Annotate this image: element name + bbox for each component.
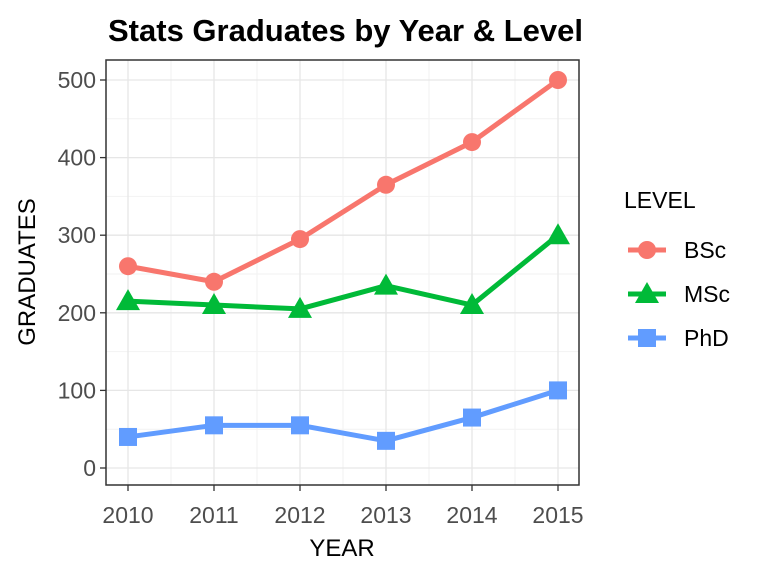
data-point-bsc (463, 133, 481, 152)
plot-border (105, 59, 580, 486)
legend-label-phd: PhD (684, 325, 729, 351)
data-point-bsc (291, 230, 309, 249)
legend-title: LEVEL (624, 187, 696, 213)
y-tick-label: 400 (58, 145, 96, 171)
series-line-bsc (125, 77, 561, 285)
data-point-bsc (205, 272, 223, 291)
y-axis-title: GRADUATES (14, 198, 41, 346)
x-tick-label: 2014 (446, 502, 497, 528)
data-point-msc (202, 293, 226, 315)
data-point-msc (374, 273, 398, 295)
x-axis: 2010 2011 2012 2013 2014 2015 (102, 485, 584, 528)
chart-title: Stats Graduates by Year & Level (108, 13, 583, 48)
data-point-phd (549, 381, 567, 400)
x-tick-label: 2010 (102, 502, 153, 528)
x-tick-label: 2011 (189, 502, 238, 528)
series-line-msc (125, 232, 561, 312)
series-group (116, 71, 570, 450)
y-tick-label: 0 (83, 455, 96, 481)
data-point-msc (116, 289, 140, 311)
legend: LEVEL BSc MSc PhD (624, 187, 730, 351)
data-point-bsc (119, 257, 137, 276)
data-point-phd (463, 408, 481, 427)
data-point-phd (205, 416, 223, 435)
series-bsc (119, 71, 567, 291)
data-point-msc (460, 293, 484, 315)
x-tick-label: 2013 (360, 502, 411, 528)
y-tick-label: 500 (58, 67, 96, 93)
x-tick-label: 2015 (532, 502, 583, 528)
y-tick-label: 300 (58, 222, 96, 248)
data-point-msc (288, 296, 312, 318)
legend-key-marker-phd (638, 329, 656, 347)
series-line-phd (125, 387, 561, 444)
series-phd (119, 381, 567, 450)
x-tick-label: 2012 (274, 502, 325, 528)
legend-label-bsc: BSc (684, 237, 726, 263)
data-point-bsc (549, 71, 567, 89)
y-axis: 0 100 200 300 400 500 (58, 67, 106, 481)
data-point-phd (291, 416, 309, 435)
data-point-msc (546, 223, 570, 245)
legend-key-marker-msc (635, 282, 659, 303)
x-axis-title: YEAR (309, 535, 374, 562)
y-tick-label: 200 (58, 300, 96, 326)
series-msc (116, 223, 570, 318)
legend-key-marker-bsc (638, 241, 656, 259)
legend-label-msc: MSc (684, 281, 730, 307)
data-point-phd (119, 427, 137, 446)
data-point-bsc (377, 175, 395, 194)
data-point-phd (377, 431, 395, 450)
y-tick-label: 100 (58, 377, 96, 403)
